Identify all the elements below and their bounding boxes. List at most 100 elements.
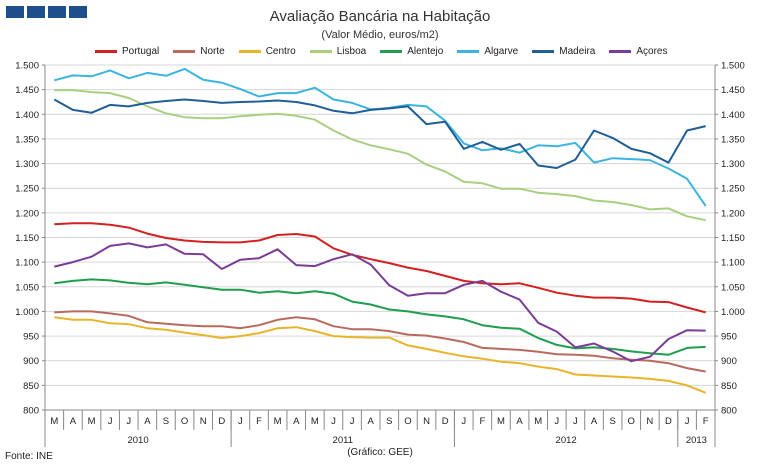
series-line-norte (54, 310, 706, 373)
logo-block (48, 6, 66, 18)
series-line-madeira (53, 98, 706, 169)
year-label: 2012 (556, 435, 577, 446)
y-tick-label-left: 1.150 (15, 233, 39, 244)
source-note: Fonte: INE (5, 451, 53, 462)
x-tick-label: D (442, 416, 449, 427)
legend-label: Centro (265, 46, 296, 57)
chart-title: Avaliação Bancária na Habitação (269, 8, 491, 25)
x-tick-label: A (591, 416, 598, 427)
legend-swatch (309, 50, 332, 53)
legend-swatch (532, 50, 555, 53)
x-tick-label: S (609, 416, 615, 427)
legend-swatch (238, 50, 261, 53)
legend-swatch (380, 50, 403, 53)
legend-swatch (457, 50, 480, 53)
y-tick-label-left: 1.050 (15, 282, 39, 293)
y-tick-label-right: 850 (721, 381, 737, 392)
x-tick-label: J (350, 416, 355, 427)
x-tick-label: M (311, 416, 319, 427)
series-line-alentejo (54, 278, 706, 356)
legend-swatch (609, 50, 632, 53)
y-tick-label-right: 1.100 (721, 258, 745, 269)
y-tick-label-left: 1.450 (15, 85, 39, 96)
series-line-centro (54, 316, 707, 394)
y-tick-label-right: 1.150 (721, 233, 745, 244)
x-tick-label: F (256, 416, 262, 427)
x-tick-label: M (534, 416, 542, 427)
x-tick-label: J (126, 416, 131, 427)
x-tick-label: J (108, 416, 113, 427)
y-tick-label-left: 1.500 (15, 61, 39, 72)
x-tick-label: D (665, 416, 672, 427)
x-tick-label: J (573, 416, 578, 427)
series-line-acores (54, 242, 706, 363)
x-tick-label: S (163, 416, 169, 427)
legend-swatch (173, 50, 196, 53)
legend-item: Algarve (457, 46, 518, 57)
legend-item: Lisboa (309, 46, 367, 57)
x-tick-label: J (685, 416, 690, 427)
legend-swatch (95, 50, 117, 53)
x-tick-label: N (200, 416, 207, 427)
x-tick-label: O (404, 416, 411, 427)
y-tick-label-right: 1.050 (721, 282, 745, 293)
logo-block (69, 6, 87, 18)
y-tick-label-right: 1.000 (721, 307, 745, 318)
y-tick-label-left: 1.400 (15, 110, 39, 121)
x-tick-label: A (368, 416, 375, 427)
y-tick-label-right: 1.450 (721, 85, 745, 96)
x-tick-label: N (423, 416, 430, 427)
x-tick-label: J (554, 416, 559, 427)
x-tick-label: A (293, 416, 300, 427)
legend-item: Norte (173, 46, 225, 57)
gee-logo (6, 6, 87, 18)
x-tick-label: J (461, 416, 466, 427)
x-tick-label: M (50, 416, 58, 427)
y-tick-label-left: 1.100 (15, 258, 39, 269)
chart-subtitle: (Valor Médio, euros/m2) (321, 29, 439, 41)
y-tick-label-left: 850 (23, 381, 39, 392)
legend-label: Alentejo (407, 46, 444, 57)
y-tick-label-right: 900 (721, 356, 737, 367)
year-label: 2011 (333, 435, 353, 446)
x-tick-label: S (386, 416, 392, 427)
legend-label: Madeira (559, 46, 596, 57)
x-tick-label: A (70, 416, 77, 427)
x-tick-label: F (703, 416, 709, 427)
y-tick-label-left: 1.000 (15, 307, 39, 318)
y-tick-label-right: 1.200 (721, 208, 745, 219)
y-tick-label-right: 800 (721, 406, 737, 417)
legend-label: Portugal (122, 46, 160, 57)
x-tick-label: O (628, 416, 635, 427)
series-line-lisboa (54, 89, 706, 222)
x-tick-label: M (274, 416, 282, 427)
x-tick-label: N (646, 416, 653, 427)
logo-block (6, 6, 24, 18)
chart-legend: Portugal Norte Centro Lisboa Alentejo Algarve… (95, 46, 682, 57)
credit-note: (Gráfico: GEE) (347, 447, 413, 458)
legend-item: Alentejo (380, 46, 443, 57)
y-tick-label-left: 900 (23, 356, 39, 367)
legend-label: Lisboa (336, 46, 367, 57)
y-tick-label-right: 1.250 (721, 184, 745, 195)
y-tick-label-left: 950 (23, 332, 39, 343)
y-tick-label-left: 800 (23, 406, 39, 417)
y-tick-label-left: 1.350 (15, 134, 39, 145)
x-tick-label: O (181, 416, 188, 427)
legend-label: Algarve (484, 46, 519, 57)
y-tick-label-right: 1.350 (721, 134, 745, 145)
logo-block (27, 6, 45, 18)
y-tick-label-right: 1.300 (721, 159, 745, 170)
legend-item: Açores (609, 46, 668, 57)
legend-label: Norte (200, 46, 225, 57)
y-tick-label-right: 1.500 (721, 61, 745, 72)
y-tick-label-right: 1.400 (721, 110, 745, 121)
y-tick-label-left: 1.200 (15, 208, 39, 219)
y-tick-label-left: 1.300 (15, 159, 39, 170)
x-tick-label: M (88, 416, 96, 427)
x-tick-label: J (331, 416, 336, 427)
x-tick-label: J (238, 416, 243, 427)
legend-item: Centro (238, 46, 296, 57)
series-line-portugal (54, 222, 706, 314)
